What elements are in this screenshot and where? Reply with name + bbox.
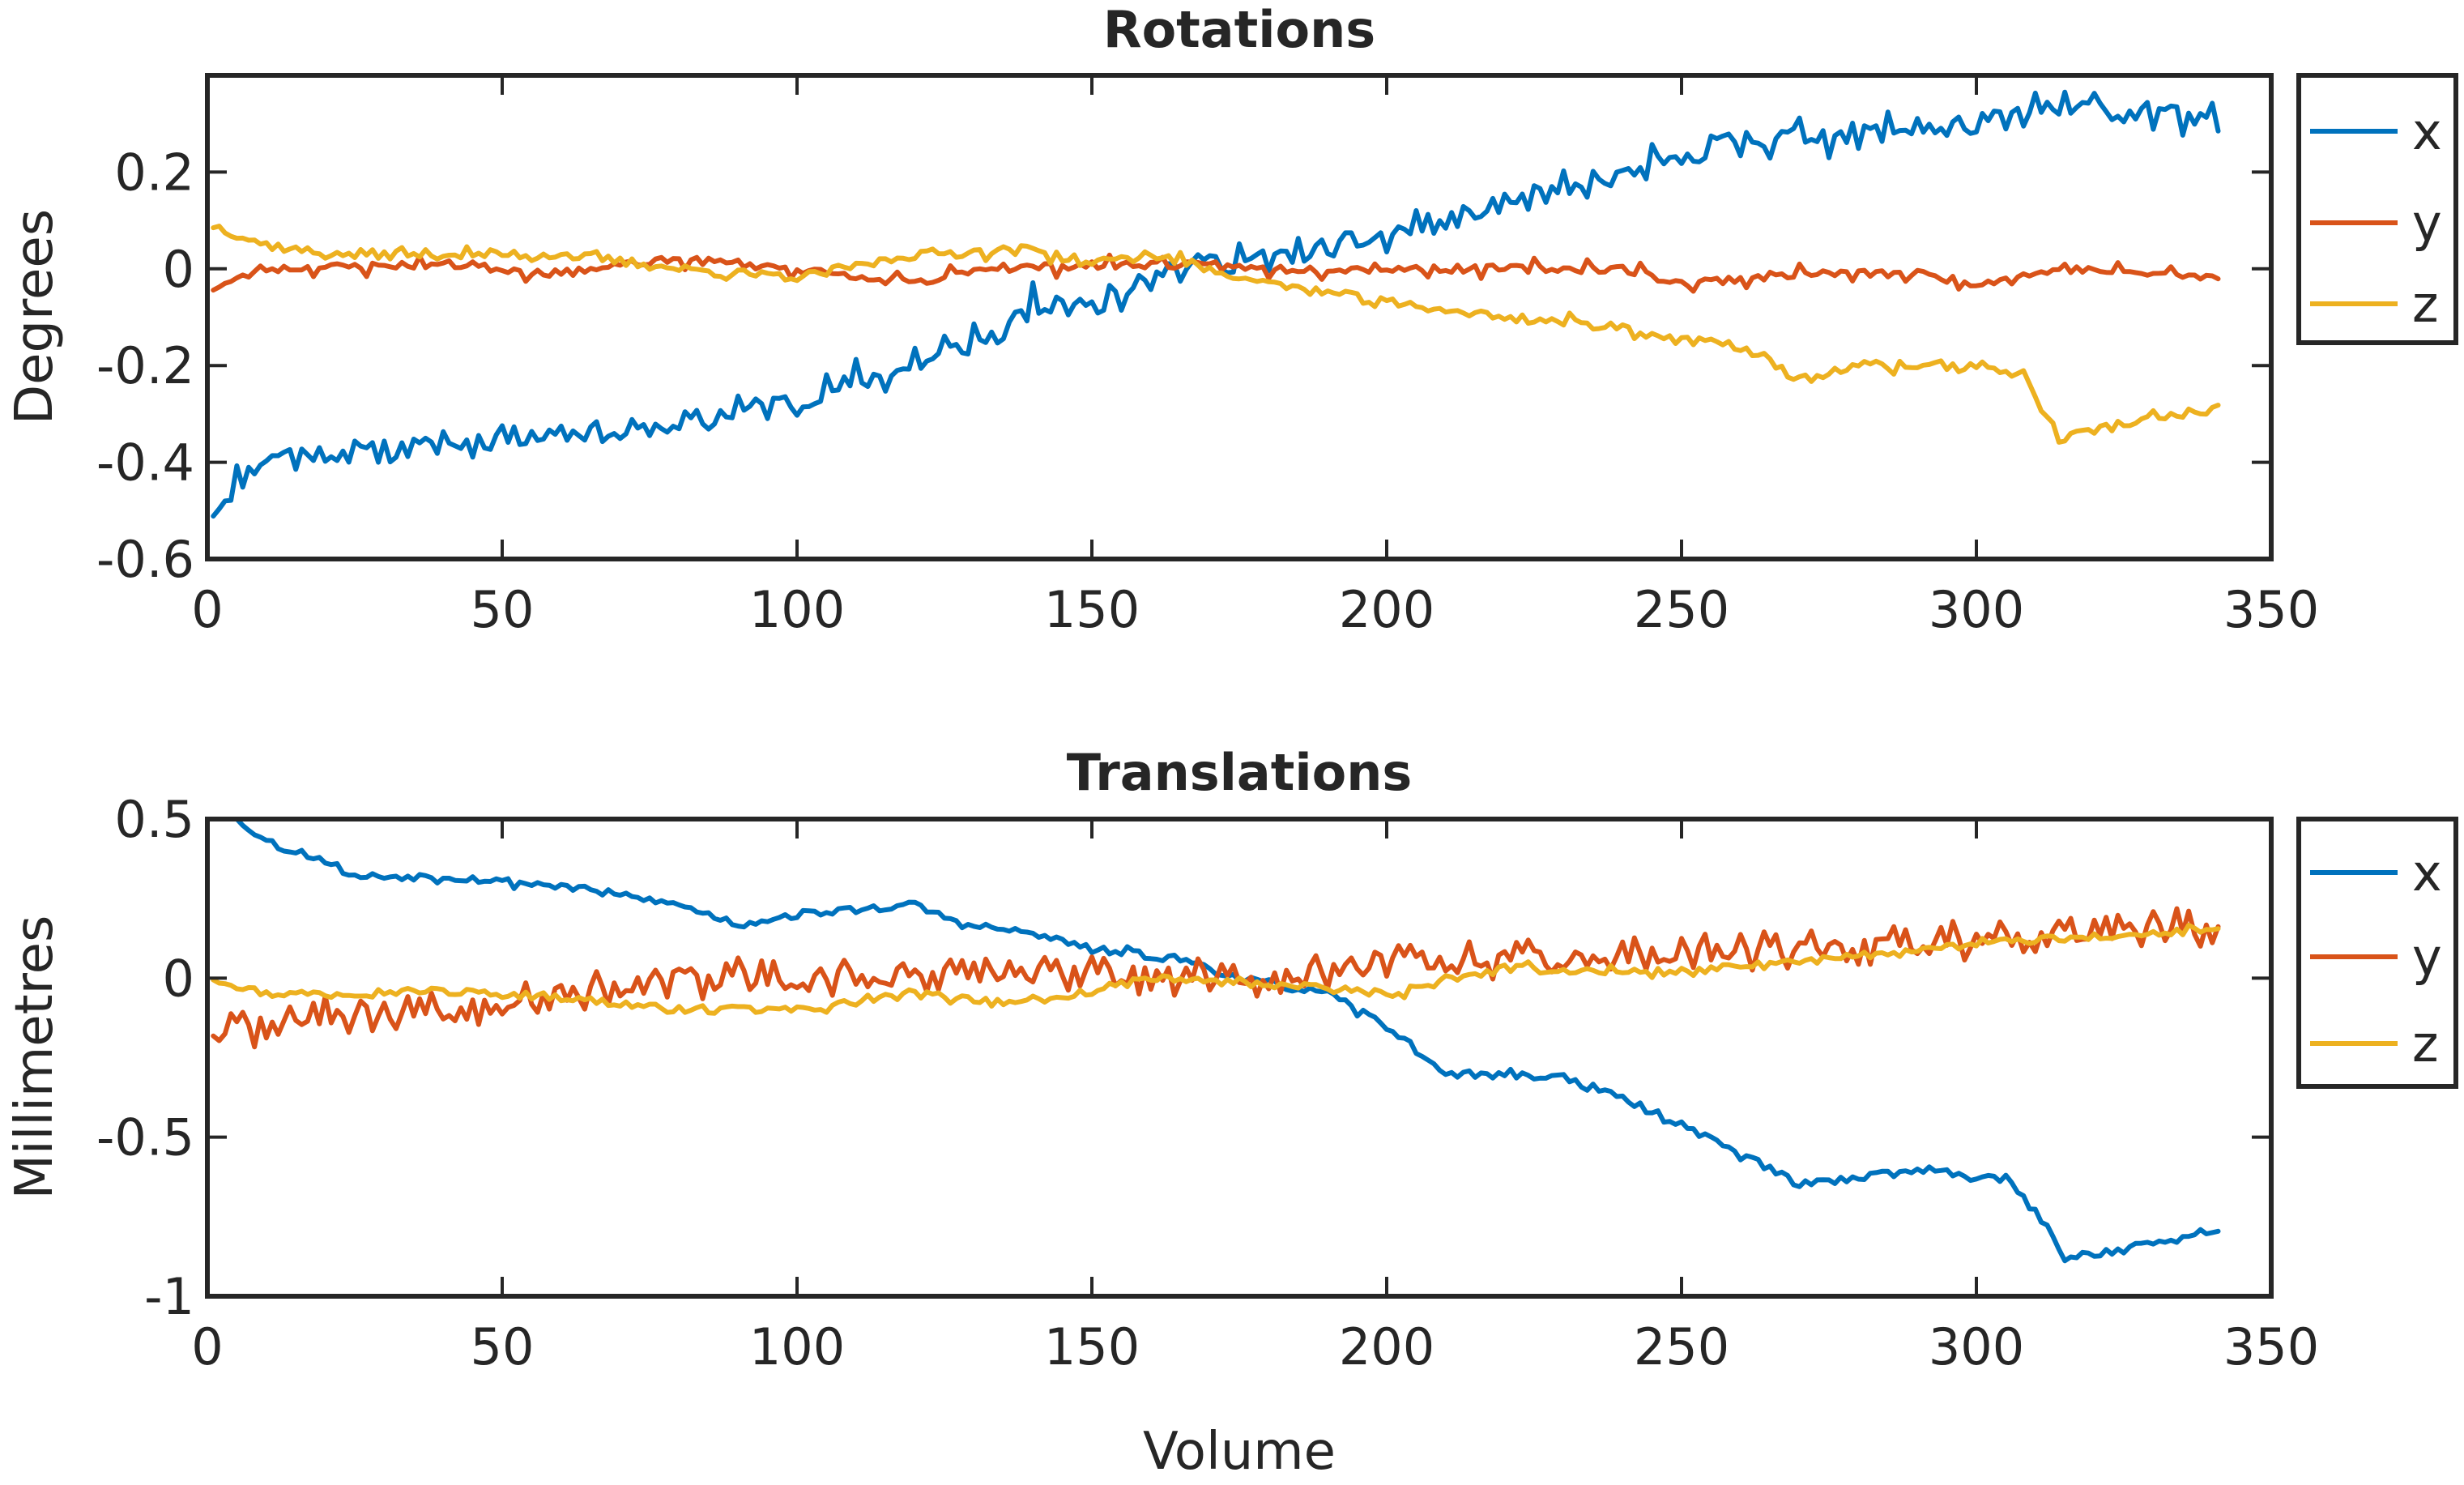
- translations-x-tick-label: 300: [1929, 1317, 2024, 1376]
- rotations-title: Rotations: [1103, 0, 1375, 59]
- rotations-series-z-line: [211, 224, 2221, 445]
- translations-x-tick-label: 200: [1339, 1317, 1434, 1376]
- rotations-x-tick-label: 100: [749, 580, 845, 639]
- rotations-x-ticks: 0 50 100 150 200 250 300 350: [191, 75, 2319, 639]
- translations-legend-label-z: z: [2412, 1014, 2439, 1073]
- rotations-x-tick-label: 250: [1634, 580, 1729, 639]
- translations-x-tick-label: 100: [749, 1317, 845, 1376]
- translations-y-axis-label: Millimetres: [5, 915, 65, 1200]
- rotations-y-tick-label: -0.6: [96, 530, 194, 589]
- translations-x-tick-label: 250: [1634, 1317, 1729, 1376]
- translations-title: Translations: [1067, 743, 1413, 802]
- x-axis-label: Volume: [1143, 1422, 1336, 1482]
- rotations-legend-label-z: z: [2412, 275, 2439, 334]
- translations-y-tick-label: -0.5: [96, 1108, 194, 1167]
- translations-x-tick-label: 150: [1044, 1317, 1140, 1376]
- rotations-y-axis-label: Degrees: [5, 209, 65, 425]
- translations-y-ticks: -1 -0.5 0 0.5: [96, 790, 2271, 1326]
- rotations-legend-box: [2296, 73, 2458, 345]
- translations-y-tick-label: 0: [163, 949, 194, 1008]
- translations-legend-label-x: x: [2412, 843, 2442, 903]
- translations-x-tick-label: 350: [2223, 1317, 2319, 1376]
- rotations-x-tick-label: 50: [471, 580, 535, 639]
- rotations-x-tick-label: 0: [191, 580, 223, 639]
- rotations-axes-frame: [205, 73, 2274, 561]
- rotations-x-tick-label: 350: [2223, 580, 2319, 639]
- rotations-series-x-line: [211, 89, 2221, 519]
- rotations-y-tick-label: 0: [163, 240, 194, 299]
- rotations-series-layer: [211, 89, 2221, 519]
- translations-panel: Translations 0 50 100 150 200 250 300 350 -1 -0.…: [5, 743, 2458, 1376]
- translations-series-z-line: [211, 923, 2221, 1016]
- rotations-legend-label-y: y: [2412, 194, 2442, 253]
- rotations-x-tick-label: 150: [1044, 580, 1140, 639]
- translations-x-tick-label: 50: [471, 1317, 535, 1376]
- translations-legend: x y z: [2296, 817, 2458, 1089]
- translations-legend-label-y: y: [2412, 928, 2442, 987]
- rotations-y-tick-label: 0.2: [114, 143, 194, 202]
- translations-y-tick-label: 0.5: [114, 790, 194, 849]
- rotations-y-ticks: -0.6 -0.4 -0.2 0 0.2: [96, 143, 2271, 589]
- rotations-panel: Rotations 0 50 100 150 200 250 300 350 -0.6 -0.4…: [5, 0, 2458, 639]
- rotations-legend: x y z: [2296, 73, 2458, 345]
- rotations-y-tick-label: -0.4: [96, 433, 194, 493]
- rotations-x-tick-label: 300: [1929, 580, 2024, 639]
- rotations-legend-label-x: x: [2412, 102, 2442, 161]
- translations-axes-frame: [205, 817, 2274, 1299]
- translations-y-tick-label: -1: [144, 1267, 194, 1326]
- rotations-y-tick-label: -0.2: [96, 336, 194, 395]
- translations-x-tick-label: 0: [191, 1317, 223, 1376]
- translations-x-ticks: 0 50 100 150 200 250 300 350: [191, 819, 2319, 1376]
- translations-series-layer: [211, 817, 2221, 1264]
- rotations-x-tick-label: 200: [1339, 580, 1434, 639]
- rotations-series-y-line: [211, 252, 2221, 294]
